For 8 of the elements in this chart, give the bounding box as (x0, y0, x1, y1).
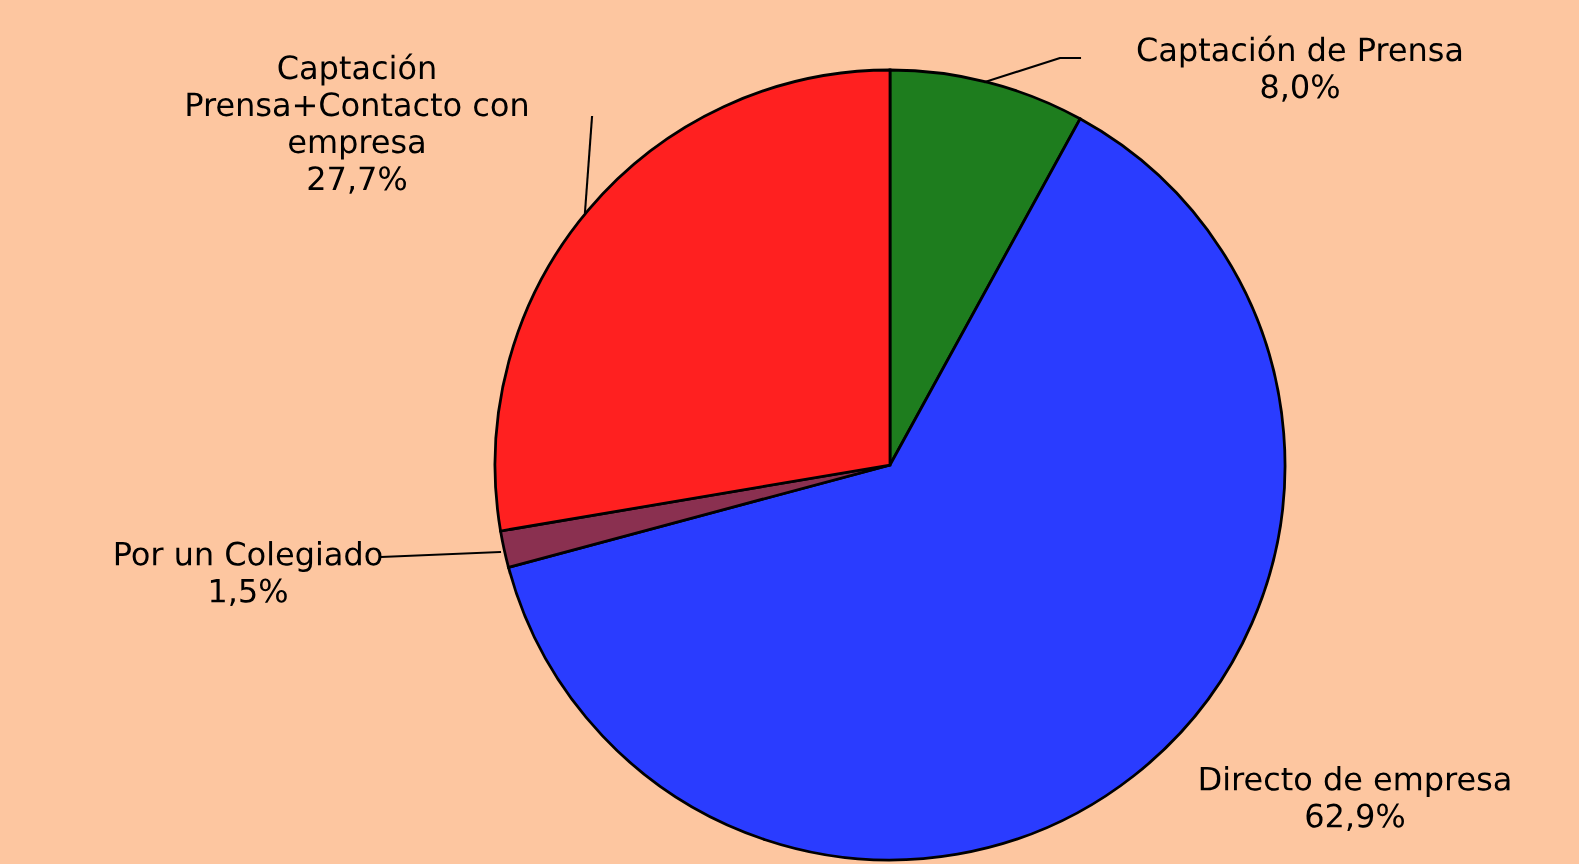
slice-label: Directo de empresa (1200, 766, 1510, 797)
data-label: 62,9% (1306, 803, 1404, 832)
slice-label: Captación Prensa+Contacto con empresa (187, 53, 527, 160)
slice-label: Por un Colegiado (115, 541, 382, 572)
data-label: 27,7% (308, 166, 406, 194)
legend-label: Captación de Prensa (1137, 35, 1462, 68)
data-label: 1,5% (210, 578, 287, 607)
data-label: 8,0% (1261, 74, 1339, 102)
